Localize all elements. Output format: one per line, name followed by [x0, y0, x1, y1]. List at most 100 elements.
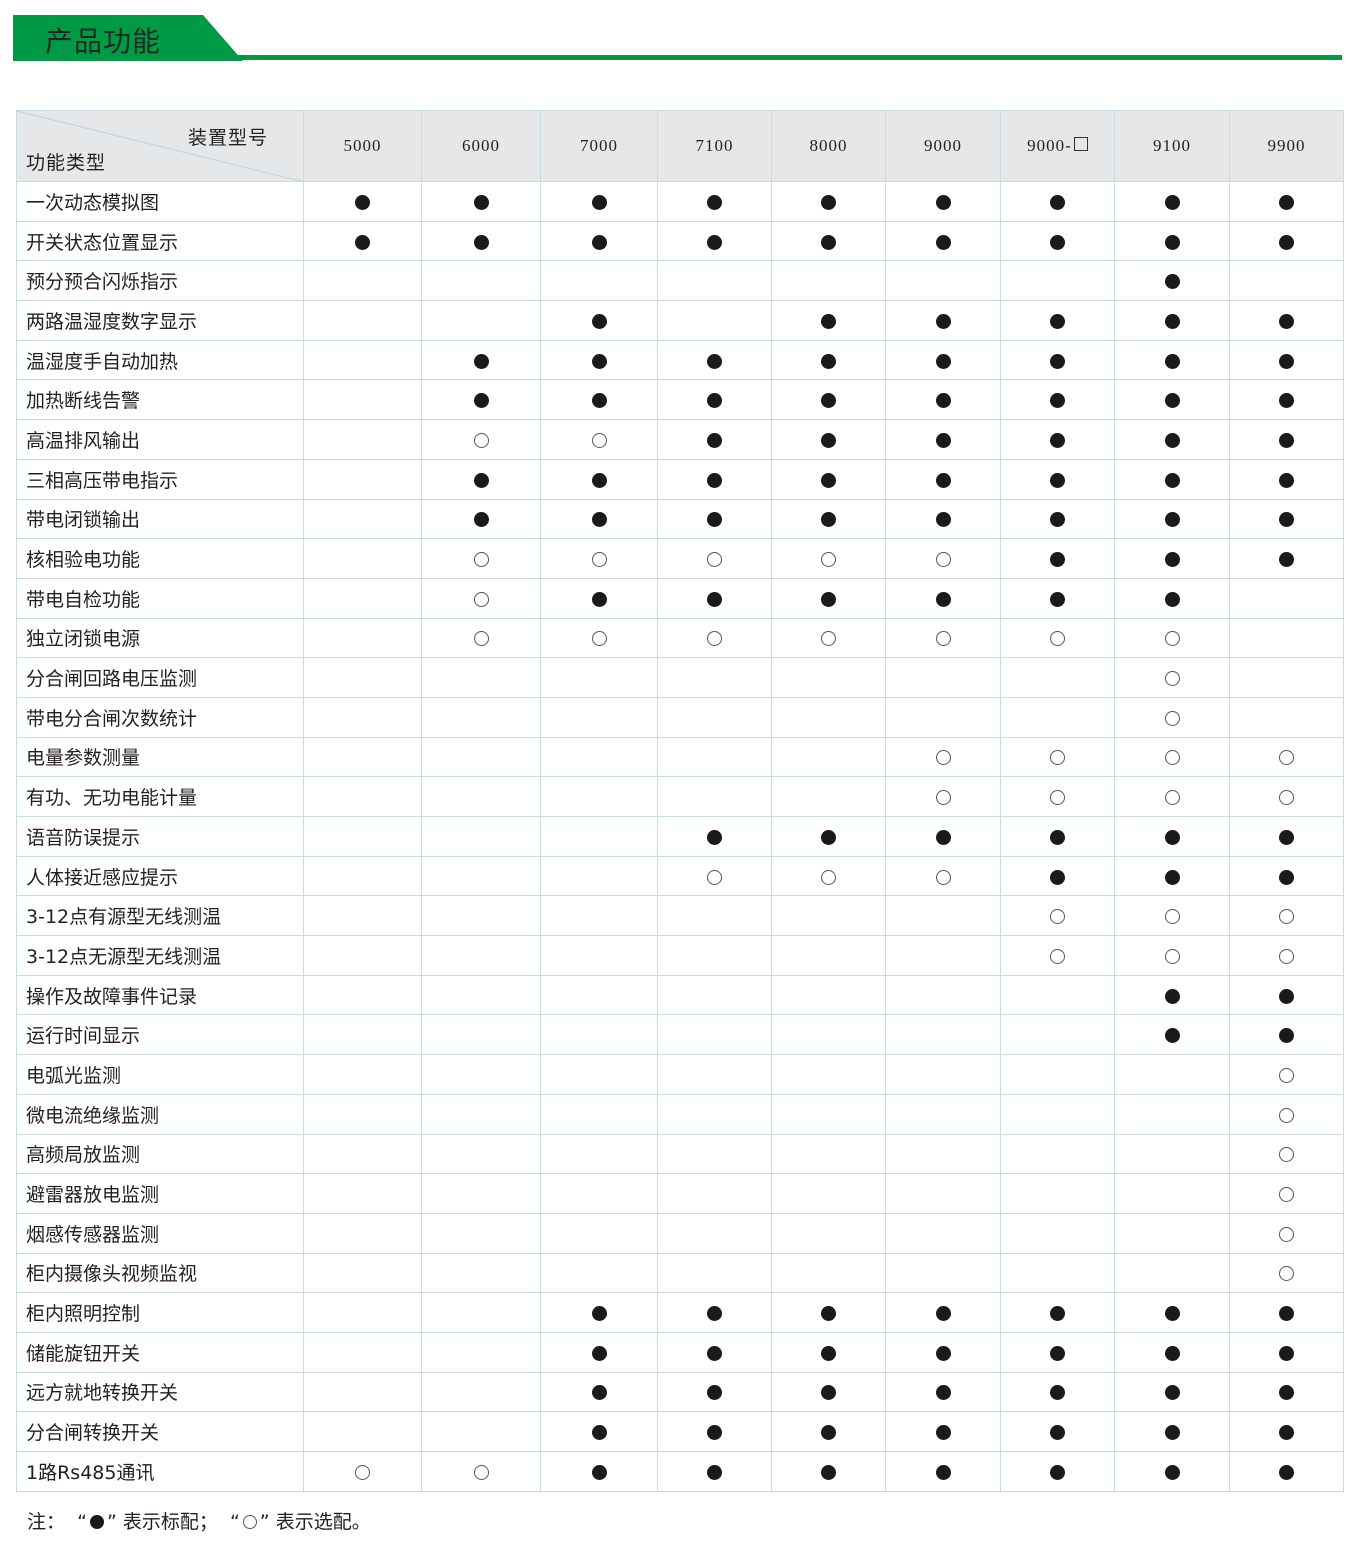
support-cell	[1114, 300, 1230, 341]
support-cell	[885, 260, 1001, 302]
support-cell	[771, 458, 886, 500]
function-label: 柜内照明控制	[16, 1292, 304, 1333]
support-cell	[1000, 1292, 1115, 1333]
support-cell	[1229, 617, 1344, 659]
support-cell	[540, 1292, 658, 1333]
model-header: 7100	[657, 110, 772, 182]
optional-circle-icon	[242, 1515, 257, 1529]
standard-dot-icon	[1279, 512, 1294, 528]
support-cell	[540, 657, 658, 698]
support-cell	[771, 339, 886, 381]
support-cell	[303, 617, 422, 659]
support-cell	[1114, 1252, 1230, 1294]
support-cell	[1229, 776, 1344, 817]
support-cell	[657, 419, 772, 460]
support-cell	[1229, 1014, 1344, 1056]
standard-dot-icon	[1164, 313, 1180, 329]
table-row: 避雷器放电监测	[16, 1173, 1344, 1214]
support-cell	[885, 1093, 1001, 1135]
support-cell	[657, 1054, 772, 1095]
support-cell	[1114, 935, 1230, 976]
standard-dot-icon	[1164, 1306, 1180, 1322]
optional-circle-icon	[1050, 631, 1065, 647]
header-tab	[13, 15, 243, 61]
support-cell	[885, 498, 1001, 540]
support-cell	[1114, 736, 1230, 778]
standard-dot-icon	[591, 234, 607, 250]
support-cell	[657, 1411, 772, 1452]
support-cell	[1114, 1371, 1230, 1413]
table-row: 分合闸转换开关	[16, 1411, 1344, 1452]
support-cell	[771, 736, 886, 778]
support-cell	[303, 300, 422, 341]
support-cell	[1000, 776, 1115, 817]
table-row: 微电流绝缘监测	[16, 1093, 1344, 1135]
standard-dot-icon	[935, 194, 951, 210]
optional-circle-icon	[591, 631, 607, 647]
support-cell	[421, 855, 541, 897]
function-label: 温湿度手自动加热	[16, 339, 304, 381]
support-cell	[657, 498, 772, 540]
support-cell	[303, 1173, 422, 1214]
support-cell	[657, 538, 772, 579]
standard-dot-icon	[1164, 1345, 1180, 1361]
support-cell	[1229, 458, 1344, 500]
support-cell	[540, 736, 658, 778]
standard-dot-icon	[1279, 234, 1294, 250]
table-row: 电弧光监测	[16, 1054, 1344, 1095]
optional-circle-icon	[1279, 750, 1294, 766]
support-cell	[1229, 577, 1344, 619]
support-cell	[771, 855, 886, 897]
support-cell	[1000, 300, 1115, 341]
support-cell	[1000, 181, 1115, 222]
table-row: 温湿度手自动加热	[16, 339, 1344, 381]
support-cell	[1114, 1451, 1230, 1492]
standard-dot-icon	[1050, 393, 1065, 409]
support-cell	[1229, 339, 1344, 381]
standard-dot-icon	[591, 393, 607, 409]
model-name: 9100	[1153, 136, 1191, 155]
support-cell	[1229, 855, 1344, 897]
support-cell	[303, 538, 422, 579]
standard-dot-icon	[707, 1464, 722, 1480]
standard-dot-icon	[1164, 472, 1180, 488]
table-row: 带电自检功能	[16, 577, 1344, 619]
support-cell	[1000, 935, 1115, 976]
support-cell	[540, 1252, 658, 1294]
standard-dot-icon	[1279, 313, 1294, 329]
header-row: 装置型号 功能类型 5000 6000 7000 7100 8000 9000 9000- 9…	[16, 110, 1344, 182]
support-cell	[303, 498, 422, 540]
support-cell	[885, 538, 1001, 579]
support-cell	[771, 1093, 886, 1135]
support-cell	[540, 1093, 658, 1135]
support-cell	[657, 1014, 772, 1056]
standard-dot-icon	[935, 234, 951, 250]
support-cell	[1229, 379, 1344, 421]
standard-dot-icon	[1050, 472, 1065, 488]
support-cell	[1229, 419, 1344, 460]
support-cell	[1229, 935, 1344, 976]
standard-dot-icon	[935, 353, 951, 369]
support-cell	[657, 339, 772, 381]
standard-dot-icon	[707, 393, 722, 409]
support-cell	[657, 1371, 772, 1413]
support-cell	[885, 577, 1001, 619]
support-cell	[1229, 1054, 1344, 1095]
optional-circle-icon	[1050, 948, 1065, 964]
optional-circle-icon	[473, 1464, 489, 1480]
support-cell	[1000, 577, 1115, 619]
standard-dot-icon	[707, 829, 722, 845]
support-cell	[1114, 1292, 1230, 1333]
support-cell	[303, 776, 422, 817]
optional-circle-icon	[1279, 1226, 1294, 1242]
table-row: 独立闭锁电源	[16, 617, 1344, 659]
support-cell	[771, 181, 886, 222]
support-cell	[885, 1014, 1001, 1056]
function-label: 核相验电功能	[16, 538, 304, 579]
support-cell	[1229, 1371, 1344, 1413]
support-cell	[1114, 260, 1230, 302]
support-cell	[885, 895, 1001, 937]
section-title: 产品功能	[45, 25, 162, 58]
model-name: 6000	[462, 136, 500, 155]
standard-dot-icon	[935, 313, 951, 329]
